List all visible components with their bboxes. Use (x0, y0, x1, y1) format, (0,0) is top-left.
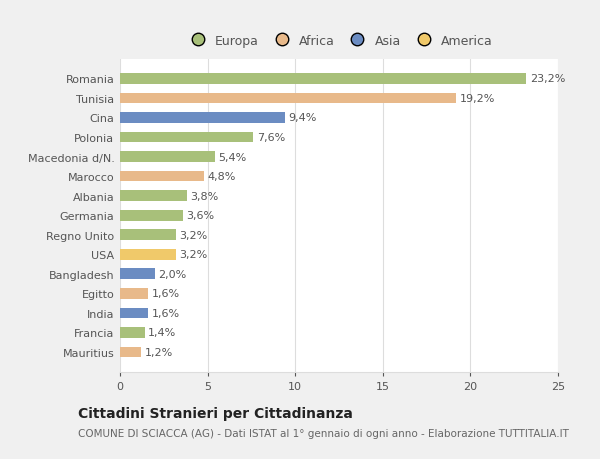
Bar (120, 347, 141, 358)
Text: 3,2%: 3,2% (179, 250, 208, 260)
Text: COMUNE DI SCIACCA (AG) - Dati ISTAT al 1° gennaio di ogni anno - Elaborazione TU: COMUNE DI SCIACCA (AG) - Dati ISTAT al 1… (78, 428, 569, 438)
Bar (120, 210, 183, 221)
Bar (120, 191, 187, 202)
Text: 23,2%: 23,2% (530, 74, 565, 84)
Text: 4,8%: 4,8% (208, 172, 236, 182)
Text: 3,6%: 3,6% (187, 211, 215, 221)
Text: 1,6%: 1,6% (152, 308, 179, 318)
Bar (120, 132, 253, 143)
Bar (120, 171, 204, 182)
Text: Cittadini Stranieri per Cittadinanza: Cittadini Stranieri per Cittadinanza (78, 406, 353, 420)
Text: 2,0%: 2,0% (158, 269, 187, 279)
Bar (120, 288, 148, 299)
Legend: Europa, Africa, Asia, America: Europa, Africa, Asia, America (185, 35, 493, 48)
Bar (120, 152, 215, 162)
Text: 1,4%: 1,4% (148, 328, 176, 338)
Bar (120, 230, 176, 241)
Text: 3,2%: 3,2% (179, 230, 208, 240)
Bar (120, 308, 148, 319)
Bar (120, 93, 457, 104)
Text: 3,8%: 3,8% (190, 191, 218, 201)
Text: 5,4%: 5,4% (218, 152, 247, 162)
Text: 7,6%: 7,6% (257, 133, 285, 143)
Bar (120, 113, 284, 123)
Bar (120, 327, 145, 338)
Bar (120, 249, 176, 260)
Bar (120, 269, 155, 280)
Text: 1,6%: 1,6% (152, 289, 179, 299)
Text: 1,2%: 1,2% (145, 347, 173, 357)
Text: 19,2%: 19,2% (460, 94, 495, 104)
Bar (120, 74, 526, 84)
Text: 9,4%: 9,4% (288, 113, 317, 123)
